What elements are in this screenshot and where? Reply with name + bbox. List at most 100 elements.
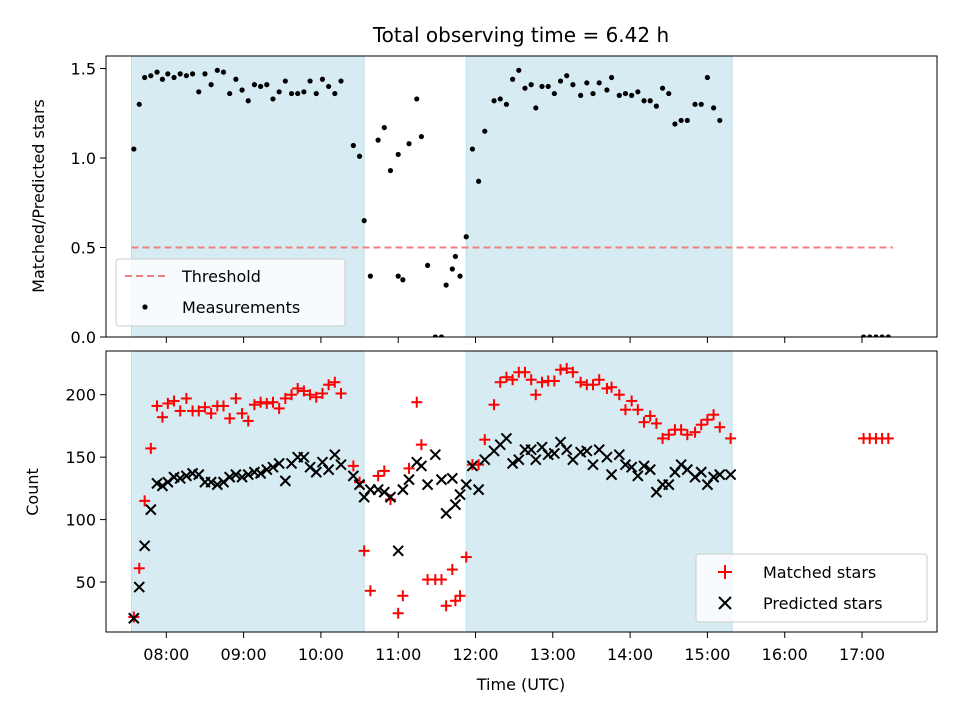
top-legend: Threshold Measurements: [115, 258, 346, 327]
measurement-point: [641, 98, 647, 104]
predicted-star-point: [384, 491, 397, 503]
matched-star-point: [273, 402, 285, 414]
shaded-span: [465, 56, 733, 337]
measurement-point: [457, 273, 463, 279]
measurement-point: [208, 82, 214, 88]
matched-star-point: [555, 364, 567, 376]
predicted-star-point: [724, 468, 737, 481]
predicted-star-point: [156, 480, 169, 492]
predicted-star-point: [500, 432, 513, 445]
top-panel: 0.0 0.5 1.0 1.5 Matched/Predicted stars Thr…: [29, 55, 938, 347]
measurement-point: [301, 89, 307, 95]
measurement-point: [338, 78, 344, 84]
x-tick-label: 15:00: [684, 645, 730, 664]
measurement-point: [233, 76, 239, 82]
top-y-ticks: 0.0 0.5 1.0 1.5: [71, 60, 106, 347]
matched-star-point: [316, 387, 328, 399]
matched-star-point: [415, 439, 427, 451]
predicted-star-point: [322, 463, 335, 476]
measurement-point: [717, 117, 723, 124]
measurement-point: [356, 153, 363, 159]
matched-star-point: [606, 381, 618, 393]
measurements-series: [131, 67, 891, 337]
matched-star-point: [626, 395, 638, 407]
matched-star-point: [638, 416, 650, 428]
legend-measurements-label: Measurements: [182, 298, 300, 317]
y-tick-label: 0.5: [71, 239, 96, 258]
measurement-point: [528, 82, 534, 88]
predicted-star-point: [230, 468, 242, 481]
measurement-point: [220, 69, 227, 75]
top-legend-box: [115, 258, 346, 327]
predicted-star-point: [638, 460, 650, 472]
legend-measurements-swatch: [142, 304, 148, 310]
measurement-point: [361, 218, 367, 224]
measurement-point: [578, 92, 584, 98]
measurement-point: [497, 96, 503, 102]
predicted-star-point: [145, 503, 157, 516]
x-axis-label: Time (UTC): [476, 675, 565, 694]
measurement-point: [704, 74, 711, 81]
matched-star-point: [530, 389, 542, 401]
matched-star-point: [156, 411, 168, 423]
measurement-point: [375, 137, 381, 143]
measurement-point: [332, 90, 338, 97]
measurement-point: [463, 234, 469, 240]
matched-star-point: [657, 432, 669, 444]
predicted-star-point: [449, 498, 462, 511]
measurement-point: [214, 67, 220, 73]
matched-star-point: [536, 376, 548, 388]
measurement-point: [189, 71, 196, 77]
matched-star-point: [440, 600, 452, 612]
measurement-point: [622, 90, 629, 97]
matched-star-point: [561, 362, 573, 374]
predicted-star-point: [236, 471, 248, 483]
measurement-point: [449, 266, 455, 272]
measurement-point: [136, 101, 142, 107]
matched-star-point: [292, 382, 304, 394]
matched-star-point: [397, 590, 409, 602]
measurement-point: [604, 87, 610, 93]
x-tick-label: 17:00: [839, 645, 885, 664]
predicted-star-point: [223, 471, 236, 483]
measurement-point: [596, 80, 602, 86]
matched-star-point: [632, 404, 644, 416]
measurement-point: [418, 133, 424, 140]
measurement-point: [867, 334, 873, 337]
predicted-star-point: [329, 448, 341, 461]
predicted-star-point: [415, 460, 428, 472]
predicted-star-point: [663, 478, 675, 491]
bottom-legend-box: [695, 553, 928, 623]
matched-star-point: [392, 607, 404, 619]
matched-star-point: [255, 396, 267, 408]
predicted-star-point: [613, 448, 625, 461]
measurement-point: [326, 83, 332, 90]
matched-star-point: [708, 409, 720, 421]
measurement-point: [698, 101, 704, 107]
bottom-y-axis-label: Count: [23, 468, 42, 516]
chart-title: Total observing time = 6.42 h: [372, 23, 669, 47]
predicted-star-point: [298, 451, 310, 463]
measurement-point: [406, 141, 412, 147]
measurement-point: [438, 334, 445, 337]
matched-star-point: [180, 392, 192, 404]
matched-star-point: [193, 405, 205, 417]
measurement-point: [307, 78, 313, 84]
measurement-point: [171, 74, 177, 81]
measurement-point: [276, 89, 282, 95]
measurement-point: [522, 85, 528, 91]
matched-star-point: [248, 399, 260, 411]
matched-star-point: [279, 392, 291, 404]
measurement-point: [432, 334, 438, 337]
measurement-point: [616, 92, 622, 98]
measurement-point: [475, 178, 482, 184]
measurement-point: [443, 282, 449, 288]
matched-star-point: [593, 374, 605, 386]
predicted-star-point: [587, 458, 599, 471]
predicted-star-point: [435, 473, 448, 486]
predicted-star-point: [254, 467, 267, 480]
measurement-point: [545, 83, 551, 90]
measurement-point: [159, 76, 166, 82]
bottom-shaded-spans: [131, 351, 733, 632]
